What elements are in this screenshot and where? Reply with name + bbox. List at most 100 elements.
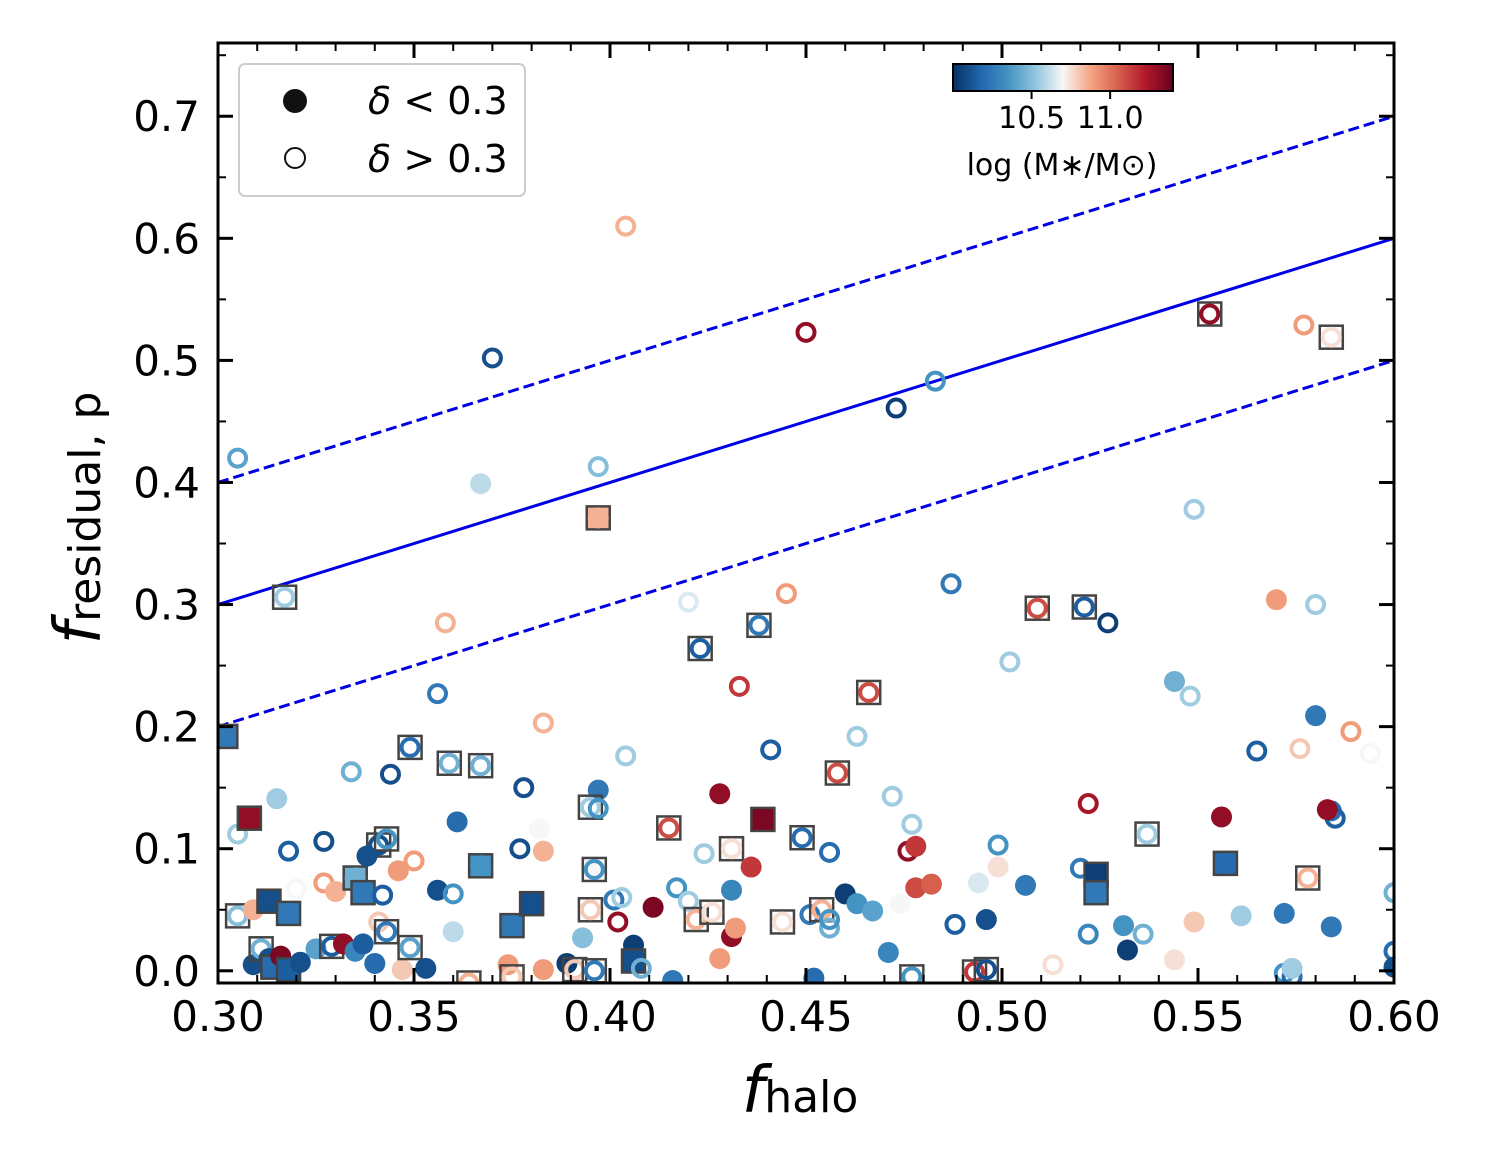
legend-open-marker bbox=[284, 147, 306, 169]
data-point-open bbox=[630, 957, 652, 979]
point-box-marker bbox=[467, 752, 494, 779]
data-point-filled bbox=[470, 855, 492, 877]
data-point-filled bbox=[1281, 957, 1303, 979]
data-point-open bbox=[885, 397, 907, 419]
data-point-filled bbox=[1183, 911, 1205, 933]
point-box-marker bbox=[1024, 595, 1051, 621]
data-point-open bbox=[771, 911, 793, 933]
data-point-open bbox=[1297, 867, 1319, 889]
data-point-open bbox=[340, 761, 362, 783]
data-point-filled bbox=[905, 835, 927, 857]
legend-delta-symbol-2: δ bbox=[368, 137, 391, 181]
data-point-open bbox=[1199, 303, 1221, 325]
data-point-open bbox=[470, 755, 492, 777]
data-points bbox=[218, 215, 1394, 983]
data-point-filled bbox=[391, 959, 413, 981]
data-point-open bbox=[376, 828, 398, 850]
data-point-filled bbox=[289, 951, 311, 973]
data-point-open bbox=[481, 347, 503, 369]
data-point-filled bbox=[1015, 874, 1037, 896]
data-point-open bbox=[858, 681, 880, 703]
data-point-open bbox=[1293, 314, 1315, 336]
point-box-marker bbox=[824, 760, 851, 786]
y-tick-label: 0.6 bbox=[133, 214, 200, 263]
data-point-filled bbox=[1214, 852, 1236, 874]
data-point-open bbox=[509, 838, 531, 860]
data-point-filled bbox=[1305, 705, 1327, 727]
data-point-filled bbox=[501, 915, 523, 937]
data-point-open bbox=[1132, 923, 1154, 945]
point-box-marker bbox=[1318, 324, 1345, 350]
point-box-marker bbox=[1295, 865, 1321, 891]
data-point-open bbox=[587, 456, 609, 478]
data-point-filled bbox=[218, 725, 237, 747]
data-point-filled bbox=[740, 856, 762, 878]
data-point-filled bbox=[1383, 956, 1394, 978]
data-point-open bbox=[434, 612, 456, 634]
data-point-open bbox=[379, 763, 401, 785]
point-box-marker bbox=[397, 934, 423, 961]
data-point-open bbox=[1359, 742, 1381, 764]
data-point-filled bbox=[846, 893, 868, 915]
data-point-open bbox=[274, 586, 296, 608]
data-point-open bbox=[399, 736, 421, 758]
data-point-filled bbox=[352, 882, 374, 904]
data-point-open bbox=[999, 651, 1021, 673]
point-box-marker bbox=[1197, 301, 1223, 327]
data-point-filled bbox=[587, 507, 609, 529]
point-box-marker bbox=[789, 824, 815, 851]
data-point-filled bbox=[623, 950, 645, 972]
data-point-open bbox=[940, 573, 962, 595]
data-point-open bbox=[924, 370, 946, 392]
point-box-marker bbox=[769, 909, 796, 935]
point-box-marker bbox=[699, 899, 725, 925]
data-point-open bbox=[987, 834, 1009, 856]
point-box-marker bbox=[855, 679, 882, 706]
x-tick-label: 0.30 bbox=[171, 992, 265, 1041]
data-point-filled bbox=[325, 880, 347, 902]
data-point-open bbox=[442, 883, 464, 905]
data-point-filled bbox=[238, 807, 260, 829]
point-box-marker bbox=[456, 970, 482, 983]
data-point-filled bbox=[877, 941, 899, 963]
data-point-filled bbox=[920, 873, 942, 895]
y-axis-title: fresidual, p bbox=[42, 392, 116, 645]
point-box-marker bbox=[499, 964, 525, 983]
data-point-open bbox=[1320, 326, 1342, 348]
data-point-open bbox=[795, 321, 817, 343]
data-point-open bbox=[313, 830, 335, 852]
data-point-filled bbox=[521, 893, 543, 915]
data-point-open bbox=[1340, 721, 1362, 743]
x-tick-label: 0.50 bbox=[955, 992, 1049, 1041]
x-axis-title: fhalo bbox=[742, 1054, 859, 1128]
x-axis-title-subscript: halo bbox=[764, 1072, 858, 1123]
data-point-filled bbox=[572, 927, 594, 949]
point-box-marker bbox=[687, 635, 713, 662]
data-point-open bbox=[501, 966, 523, 983]
data-point-filled bbox=[752, 808, 774, 830]
data-point-filled bbox=[258, 890, 280, 912]
data-point-open bbox=[658, 817, 680, 839]
data-point-filled bbox=[352, 933, 374, 955]
data-point-filled bbox=[1320, 916, 1342, 938]
data-point-open bbox=[278, 840, 300, 862]
data-point-filled bbox=[446, 811, 468, 833]
data-point-open bbox=[775, 583, 797, 605]
data-point-filled bbox=[889, 893, 911, 915]
data-point-filled bbox=[532, 840, 554, 862]
data-point-open bbox=[587, 797, 609, 819]
point-box-marker bbox=[271, 584, 298, 610]
point-box-marker bbox=[1134, 821, 1160, 847]
data-point-open bbox=[826, 762, 848, 784]
data-point-open bbox=[376, 921, 398, 943]
colorbar-title: log (M∗/M⊙) bbox=[967, 148, 1158, 183]
data-point-open bbox=[721, 838, 743, 860]
point-box-marker bbox=[577, 794, 604, 820]
one-to-one-line bbox=[218, 236, 1394, 606]
data-point-open bbox=[1077, 923, 1099, 945]
point-box-marker bbox=[1071, 594, 1098, 620]
legend-delta-symbol-1: δ bbox=[368, 79, 391, 123]
reference-lines bbox=[218, 114, 1394, 729]
data-point-open bbox=[607, 911, 629, 933]
